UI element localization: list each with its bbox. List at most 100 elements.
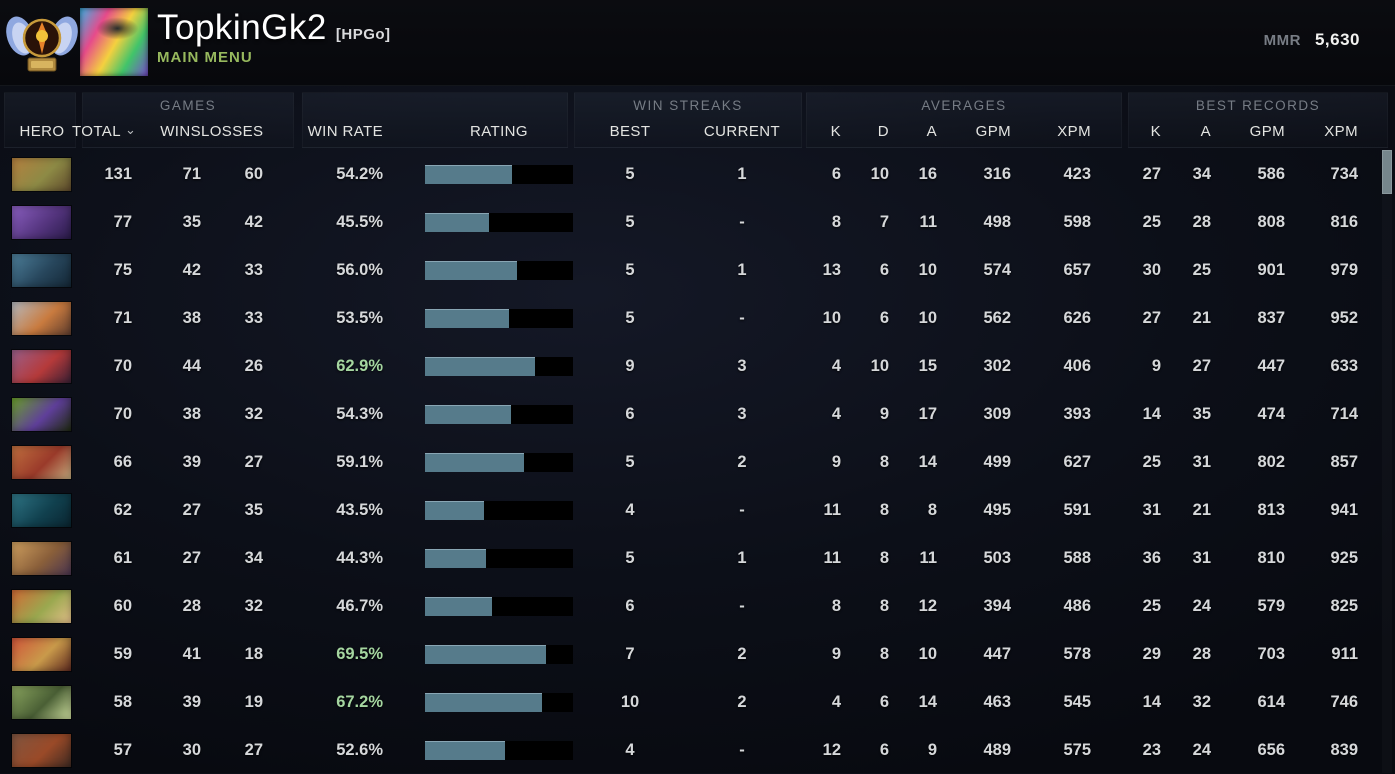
table-row[interactable]: 59 41 18 69.5% 7 2 9 8 10 447 578 29 28 … — [0, 630, 1395, 678]
avg-xpm-value: 588 — [1063, 548, 1091, 567]
losses-value: 32 — [244, 404, 263, 423]
avg-assists-value: 10 — [918, 260, 937, 279]
wins-value: 28 — [182, 596, 201, 615]
rating-bar — [425, 740, 573, 760]
total-games-value: 57 — [113, 740, 132, 759]
column-header-wins[interactable]: WINS — [160, 122, 201, 140]
avg-deaths-value: 6 — [879, 260, 889, 279]
column-header-total[interactable]: TOTAL ⌄ — [72, 121, 137, 140]
record-gpm-value: 474 — [1257, 404, 1285, 423]
record-assists-value: 24 — [1192, 596, 1211, 615]
table-row[interactable]: 77 35 42 45.5% 5 - 8 7 11 498 598 25 28 … — [0, 198, 1395, 246]
best-streak-value: 9 — [625, 356, 635, 375]
record-kills-value: 29 — [1142, 644, 1161, 663]
rating-bar-fill — [425, 260, 517, 280]
record-assists-value: 25 — [1192, 260, 1211, 279]
column-header-hero[interactable]: HERO — [19, 122, 65, 140]
table-row[interactable]: 62 27 35 43.5% 4 - 11 8 8 495 591 31 21 … — [0, 486, 1395, 534]
column-header-xpm[interactable]: XPM — [1057, 122, 1091, 140]
best-streak-value: 6 — [625, 596, 635, 615]
table-row[interactable]: 66 39 27 59.1% 5 2 9 8 14 499 627 25 31 … — [0, 438, 1395, 486]
rating-bar — [425, 500, 573, 520]
table-row[interactable]: 60 28 32 46.7% 6 - 8 8 12 394 486 25 24 … — [0, 582, 1395, 630]
table-row[interactable]: 131 71 60 54.2% 5 1 6 10 16 316 423 27 3… — [0, 150, 1395, 198]
mmr-label: MMR — [1263, 32, 1301, 49]
column-header-kills[interactable]: K — [830, 122, 841, 140]
avg-xpm-value: 627 — [1063, 452, 1091, 471]
record-gpm-value: 808 — [1257, 212, 1285, 231]
scrollbar-track[interactable] — [1382, 150, 1392, 773]
hero-portrait — [12, 733, 71, 767]
column-header-win-rate[interactable]: WIN RATE — [307, 122, 383, 140]
avg-deaths-value: 6 — [879, 308, 889, 327]
main-menu-label[interactable]: MAIN MENU — [157, 49, 253, 66]
table-row[interactable]: 57 30 27 52.6% 4 - 12 6 9 489 575 23 24 … — [0, 726, 1395, 774]
rating-bar-fill — [425, 356, 535, 376]
losses-value: 32 — [244, 596, 263, 615]
record-xpm-value: 979 — [1330, 260, 1358, 279]
column-header-assists[interactable]: A — [926, 122, 937, 140]
table-row[interactable]: 70 38 32 54.3% 6 3 4 9 17 309 393 14 35 … — [0, 390, 1395, 438]
win-rate-value: 59.1% — [336, 452, 383, 471]
avg-assists-value: 9 — [927, 740, 937, 759]
rating-bar — [425, 212, 573, 232]
column-header-best[interactable]: BEST — [609, 122, 651, 140]
table-row[interactable]: 61 27 34 44.3% 5 1 11 8 11 503 588 36 31… — [0, 534, 1395, 582]
hero-portrait — [12, 397, 71, 431]
record-assists-value: 31 — [1192, 452, 1211, 471]
avg-gpm-value: 489 — [983, 740, 1011, 759]
current-streak-value: 1 — [737, 548, 747, 567]
hero-portrait — [12, 493, 71, 527]
avg-kills-value: 9 — [831, 452, 841, 471]
current-streak-value: 2 — [737, 692, 747, 711]
column-header-record-kills[interactable]: K — [1150, 122, 1161, 140]
avg-gpm-value: 447 — [983, 644, 1011, 663]
avg-kills-value: 9 — [831, 644, 841, 663]
current-streak-value: - — [739, 500, 745, 519]
win-rate-value: 44.3% — [336, 548, 383, 567]
record-gpm-value: 837 — [1257, 308, 1285, 327]
column-header-record-xpm[interactable]: XPM — [1324, 122, 1358, 140]
current-streak-value: 2 — [737, 452, 747, 471]
losses-value: 18 — [244, 644, 263, 663]
losses-value: 60 — [244, 164, 263, 183]
record-xpm-value: 925 — [1330, 548, 1358, 567]
best-streak-value: 4 — [625, 500, 635, 519]
table-row[interactable]: 58 39 19 67.2% 10 2 4 6 14 463 545 14 32… — [0, 678, 1395, 726]
rating-bar — [425, 260, 573, 280]
win-rate-value: 45.5% — [336, 212, 383, 231]
wins-value: 27 — [182, 548, 201, 567]
total-games-value: 66 — [113, 452, 132, 471]
column-header-record-gpm[interactable]: GPM — [1249, 122, 1285, 140]
hero-portrait — [12, 589, 71, 623]
column-header-record-assists[interactable]: A — [1200, 122, 1211, 140]
rating-bar-fill — [425, 164, 513, 184]
record-gpm-value: 901 — [1257, 260, 1285, 279]
column-header-rating[interactable]: RATING — [470, 122, 528, 140]
current-streak-value: 1 — [737, 260, 747, 279]
column-header-deaths[interactable]: D — [877, 122, 889, 140]
record-kills-value: 14 — [1142, 692, 1161, 711]
table-row[interactable]: 70 44 26 62.9% 9 3 4 10 15 302 406 9 27 … — [0, 342, 1395, 390]
hero-portrait — [12, 205, 71, 239]
record-assists-value: 35 — [1192, 404, 1211, 423]
column-header-current[interactable]: CURRENT — [703, 122, 781, 140]
rating-bar — [425, 308, 573, 328]
record-xpm-value: 734 — [1330, 164, 1358, 183]
column-header-losses[interactable]: LOSSES — [201, 122, 264, 140]
scrollbar-thumb[interactable] — [1382, 150, 1392, 194]
rating-bar — [425, 548, 573, 568]
record-xpm-value: 911 — [1331, 644, 1358, 663]
column-header-gpm[interactable]: GPM — [975, 122, 1011, 140]
avg-gpm-value: 394 — [983, 596, 1011, 615]
hero-portrait — [12, 157, 71, 191]
record-assists-value: 24 — [1192, 740, 1211, 759]
table-row[interactable]: 75 42 33 56.0% 5 1 13 6 10 574 657 30 25… — [0, 246, 1395, 294]
hero-portrait — [12, 253, 71, 287]
table-row[interactable]: 71 38 33 53.5% 5 - 10 6 10 562 626 27 21… — [0, 294, 1395, 342]
wins-value: 44 — [182, 356, 201, 375]
rating-bar-fill — [425, 596, 492, 616]
rating-bar-fill — [425, 500, 485, 520]
record-assists-value: 28 — [1192, 644, 1211, 663]
avatar[interactable] — [80, 8, 148, 76]
